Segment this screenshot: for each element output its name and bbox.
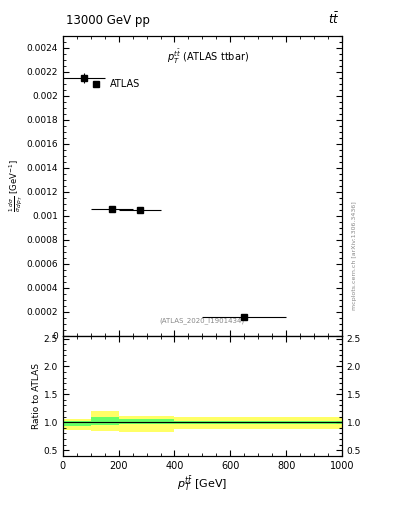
Text: $t\bar{t}$: $t\bar{t}$: [327, 11, 339, 27]
Y-axis label: Ratio to ATLAS: Ratio to ATLAS: [32, 362, 41, 429]
Y-axis label: $\frac{1}{\sigma}\frac{d\sigma}{dp_T}$ $[\mathrm{GeV}^{-1}]$: $\frac{1}{\sigma}\frac{d\sigma}{dp_T}$ $…: [8, 159, 25, 212]
Text: 13000 GeV pp: 13000 GeV pp: [66, 14, 150, 27]
X-axis label: $p^{t\bar{t}}_{T}$ [GeV]: $p^{t\bar{t}}_{T}$ [GeV]: [177, 475, 228, 494]
Text: $p_T^{t\bar{t}}$ (ATLAS ttbar): $p_T^{t\bar{t}}$ (ATLAS ttbar): [167, 48, 249, 66]
Text: (ATLAS_2020_I1901434): (ATLAS_2020_I1901434): [160, 317, 245, 324]
Text: ATLAS: ATLAS: [110, 79, 141, 89]
Text: mcplots.cern.ch [arXiv:1306.3436]: mcplots.cern.ch [arXiv:1306.3436]: [352, 202, 357, 310]
